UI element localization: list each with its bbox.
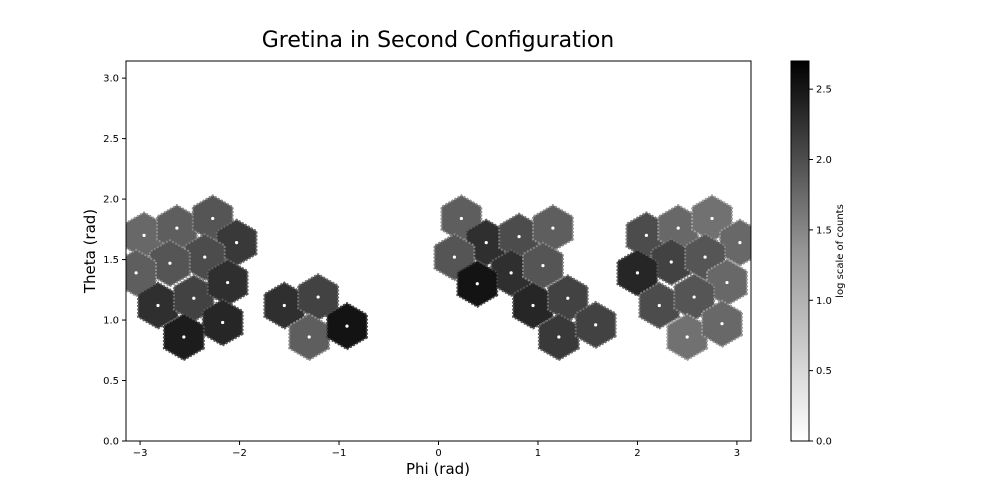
crystal-center (644, 233, 648, 237)
crystal-center (551, 226, 555, 230)
crystal-center (509, 271, 513, 275)
chart-title: Gretina in Second Configuration (262, 28, 615, 53)
crystal-center (211, 216, 215, 221)
crystal-center (703, 255, 707, 259)
crystal-center (594, 323, 598, 327)
crystal-center (156, 303, 160, 308)
x-tick-label: −1 (332, 448, 347, 459)
crystal-center (475, 282, 479, 286)
colorbar-axis: 0.0 0.5 1.0 1.5 2.0 2.5 (809, 85, 832, 448)
detector-crystal (137, 281, 179, 330)
crystal-center (452, 255, 457, 259)
crystal-center (685, 335, 689, 339)
y-tick-label: 0.5 (103, 376, 119, 387)
crystal-center (134, 271, 138, 275)
detector-crystal (512, 281, 554, 330)
detector-crystal (574, 300, 617, 350)
crystal-hexagon (719, 218, 751, 267)
crystal-center (557, 335, 561, 339)
y-axis: 0.0 0.5 1.0 1.5 2.0 2.5 3.0 (103, 74, 126, 448)
crystal-center (657, 303, 661, 308)
crystal-center (459, 216, 463, 221)
crystal-center (517, 234, 521, 239)
crystal-center (635, 271, 640, 275)
y-axis-title: Theta (rad) (81, 209, 99, 294)
x-axis: −3 −2 −1 0 1 2 3 (133, 441, 740, 459)
crystal-center (725, 280, 729, 285)
detector-crystal (162, 312, 205, 362)
x-tick-label: −2 (232, 448, 247, 459)
x-tick-label: 0 (435, 448, 441, 459)
detector-crystal (201, 298, 244, 347)
x-axis-title: Phi (rad) (406, 460, 470, 478)
y-tick-label: 1.0 (103, 316, 119, 327)
x-tick-label: 3 (734, 448, 740, 459)
colorbar-tick-label: 2.5 (816, 85, 832, 96)
crystal-center (221, 320, 225, 325)
crystal-center (676, 226, 680, 230)
detector-crystal (126, 248, 157, 298)
detector-crystal (465, 218, 508, 267)
crystal-center (720, 322, 724, 326)
x-tick-label: 2 (634, 448, 640, 459)
detector-crystal (650, 237, 693, 287)
detector-crystal (719, 218, 751, 267)
crystal-center (307, 335, 311, 339)
crystal-center (566, 296, 570, 300)
crystal-center (316, 295, 320, 299)
crystal-center (484, 241, 488, 245)
colorbar-label: log scale of counts (835, 204, 846, 298)
crystal-center (282, 303, 286, 308)
detector-crystal (288, 312, 331, 362)
crystal-layer (126, 194, 751, 362)
colorbar-tick-label: 1.5 (816, 225, 832, 236)
detector-crystal (326, 301, 368, 351)
detector-crystal (297, 272, 340, 322)
colorbar-tick-label: 0.0 (816, 437, 832, 448)
detector-crystal (673, 272, 716, 322)
detector-crystal (701, 299, 743, 348)
crystal-center (710, 216, 714, 221)
detector-crystal (666, 312, 709, 362)
colorbar-tick-label: 0.5 (816, 366, 832, 377)
crystal-center (203, 255, 207, 259)
crystal-center (541, 264, 545, 268)
detector-crystal (263, 281, 306, 330)
crystal-center (192, 296, 196, 300)
detector-crystal (522, 241, 564, 290)
x-tick-label: 1 (535, 448, 541, 459)
crystal-center (669, 260, 673, 264)
colorbar (790, 60, 810, 442)
crystal-center (692, 295, 696, 299)
crystal-center (531, 303, 535, 308)
detector-crystal (456, 259, 499, 308)
colorbar-tick-label: 2.0 (816, 155, 832, 166)
detector-crystal (638, 281, 681, 330)
crystal-center (175, 226, 179, 230)
detector-crystal (149, 239, 191, 288)
crystal-center (142, 233, 146, 237)
crystal-center (182, 335, 186, 339)
detector-crystal (616, 248, 659, 298)
crystal-center (226, 280, 230, 285)
crystal-center (738, 241, 742, 245)
y-tick-label: 3.0 (103, 74, 119, 85)
detector-crystal (490, 248, 532, 298)
crystal-center (345, 324, 349, 328)
crystal-hexagon (126, 248, 157, 298)
detector-crystal (537, 312, 580, 362)
crystal-center (168, 261, 172, 265)
y-tick-label: 2.0 (103, 195, 119, 206)
colorbar-tick-label: 1.0 (816, 296, 832, 307)
crystal-center (234, 241, 239, 245)
y-tick-label: 0.0 (103, 437, 119, 448)
y-tick-label: 2.5 (103, 134, 119, 145)
y-tick-label: 1.5 (103, 255, 119, 266)
x-tick-label: −3 (133, 448, 148, 459)
